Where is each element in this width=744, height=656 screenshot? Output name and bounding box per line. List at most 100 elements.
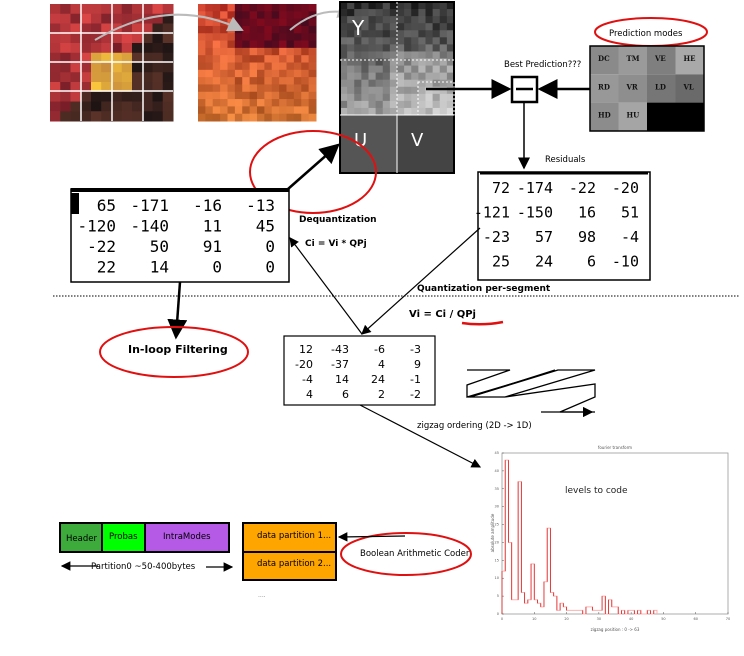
bac-label: Boolean Arithmetic Coder xyxy=(360,549,470,559)
zigzag-icon xyxy=(466,369,596,413)
dequant-cell: -13 xyxy=(246,196,275,215)
quantized-matrix xyxy=(283,335,436,406)
y-tick-label: 40 xyxy=(495,469,499,473)
dequant-cell: 22 xyxy=(97,258,116,277)
prediction-modes-grid: DC TM VE HE RD VR LD VL HD HU xyxy=(589,45,705,132)
arrow-dequant-to-yuv xyxy=(287,143,340,190)
residuals-cell: -23 xyxy=(483,228,510,246)
arrow-bac-to-partition xyxy=(337,532,406,542)
qpj-underline xyxy=(461,320,504,326)
chart-plot-area xyxy=(501,452,729,615)
residuals-cell: -174 xyxy=(517,179,553,197)
quant-cell: -4 xyxy=(302,373,313,386)
residuals-cell: 6 xyxy=(587,253,596,271)
y-tick-label: 0 xyxy=(497,612,499,616)
data-partition-2 xyxy=(242,551,337,581)
chart-ylabel: absolute amplitude xyxy=(490,513,495,552)
residuals-cell: -20 xyxy=(612,179,639,197)
prediction-mode-rd: RD xyxy=(598,82,610,91)
y-tick-label: 10 xyxy=(495,576,499,580)
quant-cell: -6 xyxy=(374,343,385,356)
residuals-cell: 57 xyxy=(535,228,553,246)
intramodes-segment: IntraModes xyxy=(163,532,211,542)
residuals-cell: -10 xyxy=(612,253,639,271)
prediction-mode-vl: VL xyxy=(683,82,694,91)
v-channel-label: V xyxy=(411,130,424,151)
prediction-mode-he: HE xyxy=(684,54,696,63)
x-tick-label: 10 xyxy=(532,617,536,621)
residuals-cell: 25 xyxy=(492,253,510,271)
prediction-mode-tm: TM xyxy=(627,54,640,63)
quant-cell: -3 xyxy=(410,343,421,356)
source-image-grid xyxy=(50,4,174,122)
header-segment: Header xyxy=(66,534,97,544)
dequant-cell: 0 xyxy=(265,258,275,277)
data-partition-1-label: data partition 1... xyxy=(257,531,331,541)
quant-cell: -2 xyxy=(410,388,421,401)
dequant-cell: -140 xyxy=(130,217,169,236)
dequantization-label: Dequantization xyxy=(299,215,377,225)
best-prediction-label: Best Prediction??? xyxy=(504,60,581,70)
quant-cell: 2 xyxy=(378,388,385,401)
quant-cell: -43 xyxy=(331,343,349,356)
quantization-formula: Vi = Ci / QPj xyxy=(409,309,476,320)
partition0-size-label: Partition0 ~50-400bytes xyxy=(91,562,196,572)
prediction-mode-hu: HU xyxy=(627,111,640,120)
partition0-bar: Header Probas IntraModes xyxy=(59,522,230,553)
dequantization-formula: Ci = Vi * QPj xyxy=(305,239,367,249)
prediction-mode-dc: DC xyxy=(598,54,610,63)
x-tick-label: 0 xyxy=(501,617,503,621)
dequant-cell: 50 xyxy=(150,237,169,256)
prediction-mode-hd: HD xyxy=(598,111,611,120)
chart-series-line xyxy=(501,460,655,614)
chart-xlabel: zigzag position : 0 -> 63 xyxy=(591,627,640,632)
x-tick-label: 50 xyxy=(661,617,665,621)
inloop-filter-highlight xyxy=(99,326,249,378)
prediction-modes-title: Prediction modes xyxy=(609,29,683,39)
prediction-mode-ld: LD xyxy=(655,82,666,91)
quantization-label: Quantization per-segment xyxy=(417,284,551,294)
dequantized-matrix xyxy=(70,188,290,283)
y-tick-label: 35 xyxy=(495,487,499,491)
y-tick-label: 30 xyxy=(495,505,499,509)
quant-cell: -20 xyxy=(295,358,313,371)
residuals-cell: 16 xyxy=(578,204,596,222)
probas-segment: Probas xyxy=(109,532,138,542)
dequant-cell: 91 xyxy=(203,237,222,256)
chart-annotation: levels to code xyxy=(565,486,628,496)
more-partitions-ellipsis: .... xyxy=(258,592,266,599)
reconstruction-highlight xyxy=(249,130,377,214)
residuals-cell: -150 xyxy=(517,204,553,222)
arrow-image-to-zoom xyxy=(94,13,244,41)
y-tick-label: 5 xyxy=(497,594,499,598)
y-tick-label: 25 xyxy=(495,523,499,527)
x-tick-label: 60 xyxy=(693,617,697,621)
dequant-cell: -16 xyxy=(193,196,222,215)
quant-cell: 12 xyxy=(299,343,313,356)
y-tick-label: 15 xyxy=(495,558,499,562)
quant-cell: -37 xyxy=(331,358,349,371)
quant-cell: 4 xyxy=(306,388,313,401)
arrow-residuals-to-quant xyxy=(361,227,481,335)
dequant-cell: 11 xyxy=(203,217,222,236)
residuals-cell: -22 xyxy=(569,179,596,197)
levels-chart: fourier transform levels to code zigzag … xyxy=(490,443,742,635)
x-tick-label: 70 xyxy=(726,617,730,621)
chart-title: fourier transform xyxy=(598,445,632,450)
y-channel-label: Y xyxy=(351,16,365,40)
dequant-cell: -171 xyxy=(130,196,169,215)
data-partition-1 xyxy=(242,522,337,553)
y-tick-label: 45 xyxy=(495,451,499,455)
dequant-cell: 45 xyxy=(256,217,275,236)
x-tick-label: 40 xyxy=(629,617,633,621)
quant-cell: 4 xyxy=(378,358,385,371)
dequant-cell: 65 xyxy=(97,196,116,215)
residuals-cell: -121 xyxy=(474,204,510,222)
dequant-cell: 0 xyxy=(212,258,222,277)
zigzag-label: zigzag ordering (2D -> 1D) xyxy=(417,421,532,431)
macroblock-zoom-image xyxy=(198,4,317,122)
bac-highlight xyxy=(340,532,472,576)
data-partition-2-label: data partition 2... xyxy=(257,559,331,569)
prediction-mode-ve: VE xyxy=(654,54,666,63)
